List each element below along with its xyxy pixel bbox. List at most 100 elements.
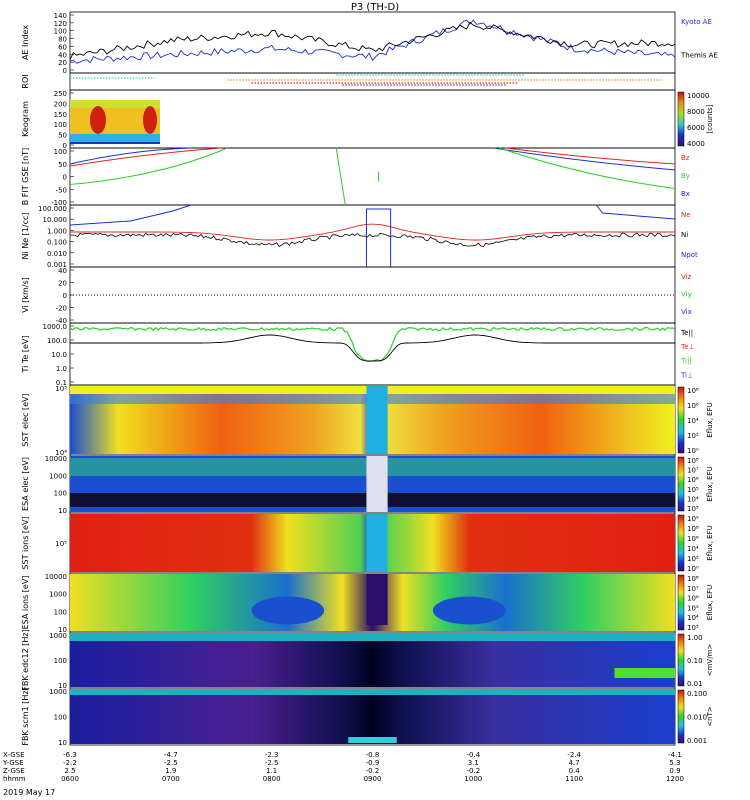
keogram-blob [90,106,106,134]
colorbar-tick-esai: 10⁷ [687,585,699,593]
panel-v: Vi [km/s] 40 20 0 -20 -40 Viz Viy Vix [21,266,692,325]
b-tick-label: -100 [51,199,67,207]
axis-row-value: -2.3 [265,751,279,759]
axis-row-value: 0.9 [669,767,680,775]
colorbar-tick-esai: 10⁸ [687,575,699,583]
colorbar-tick-esai: 10⁴ [687,614,699,622]
plot-title: P3 (TH-D) [351,2,399,13]
keogram-band-bottom [70,134,160,144]
colorbar-tick-keo: 8000 [687,108,705,116]
bz-line [69,147,222,167]
sste-tick-label: 10⁵ [55,385,67,393]
fbke-tick-label: 10 [58,682,67,690]
ne-line [70,223,675,241]
ae-tick-label: 60 [58,43,67,51]
npot-spike [365,208,392,267]
panel-roi: ROI [21,72,676,91]
colorbar-tick-sste: 10⁰ [687,447,699,455]
n-tick-label: 0.001 [47,261,67,269]
t-tick-label: 100.0 [47,337,67,345]
axis-row-name: Z-GSE [3,767,25,775]
axis-row-value: 1000 [464,775,482,783]
sste-tick-label: 10⁴ [55,449,67,457]
colorbar-tick-ssti: 10⁴ [687,545,699,553]
colorbar-label-fbke: <mV/m> [706,644,714,677]
bx-line [69,147,192,165]
colorbar-tick-esai: 10³ [687,624,699,632]
t-legend-0: Te|| [680,329,693,337]
n-tick-label: 0.100 [47,239,67,247]
colorbar-label-sste: Eflux, EFU [706,402,714,437]
colorbar-tick-esae: 10⁴ [687,495,699,503]
ae-series-1 [69,21,676,60]
keo-tick-label: 200 [54,100,67,108]
axis-row-value: -0.2 [466,767,480,775]
colorbar-fbke [677,633,685,687]
bz-line-2 [505,147,676,165]
fbkb-spectrogram [70,689,675,744]
fbkb-tick-label: 1000 [49,688,67,696]
n-tick-label: 100.000 [38,205,67,213]
by-spike [335,147,346,206]
npot-line [69,204,192,226]
v-legend-1: Viy [681,291,692,299]
colorbar-tick-esae: 10⁵ [687,486,699,494]
fbke-tick-label: 100 [54,657,67,665]
v-legend-2: Vix [681,308,692,316]
colorbar-sste [677,386,685,454]
n-tick-label: 1.000 [47,227,67,235]
b-legend-0: Bz [681,154,690,162]
keo-frame [69,89,676,149]
v-tick-label: 40 [58,267,67,275]
ae-ylabel: AE Index [21,25,30,60]
v-legend-0: Viz [681,273,692,281]
ae-tick-label: 0 [63,67,67,75]
date-label: 2019 May 17 [3,788,55,797]
esai-ylabel: ESA ions [eV] [21,576,30,630]
axis-row-value: 3.1 [468,759,479,767]
keo-tick-label: 100 [54,121,67,129]
axis-row-value: -2.5 [164,759,178,767]
colorbar-tick-sste: 10⁶ [687,402,699,410]
keogram-band-top [70,100,160,108]
colorbar-tick-fbkb: 0.100 [687,690,707,698]
colorbar-label-esae: Eflux, EFU [706,466,714,501]
fbke-tick-label: 1000 [49,632,67,640]
esae-tick-label: 1000 [49,472,67,480]
axis-row-value: 2.5 [64,767,75,775]
colorbar-tick-keo: 6000 [687,124,705,132]
npot-line-2 [595,204,676,220]
panel-n: Ni Ne [1/cc] 100.000 10.000 1.000 0.100 0.010… [21,204,698,269]
t-tick-label: 0.1 [56,379,67,387]
ni-line [69,232,676,248]
axis-row-value: 4.7 [569,759,580,767]
n-tick-label: 10.000 [43,216,68,224]
ephemeris-axis: X-GSE -6.3 -4.7 -2.3 -0.8 -0.4 -2.4 -4.1 Y-GSE -2… [2,751,684,783]
keo-tick-label: 250 [54,90,67,98]
esae-center-stripe [366,456,388,512]
axis-row-value: 0900 [364,775,382,783]
ae-legend-1: Themis AE [680,52,718,60]
ae-frame [69,11,676,74]
ssti-center-stripe [366,514,388,572]
colorbar-label-fbkb: <nT> [706,706,714,727]
colorbar-tick-ssti: 10⁹ [687,515,699,523]
v-tick-label: 0 [63,292,67,300]
t-ylabel: Ti Te [eV] [21,335,30,373]
axis-row-value: -2.4 [567,751,581,759]
ae-tick-label: 140 [54,12,67,20]
keogram-blob [143,106,157,134]
colorbar-tick-esae: 10⁶ [687,476,699,484]
axis-row-value: 0600 [61,775,79,783]
axis-row-value: -6.3 [63,751,77,759]
ae-legend-0: Kyoto AE [681,18,712,26]
colorbar-tick-keo: 10000 [687,92,709,100]
colorbar-esae [677,456,685,512]
ssti-tick-label: 10⁵ [55,540,67,548]
colorbar-fbkb [677,689,685,744]
colorbar-tick-ssti: 10⁸ [687,525,699,533]
b-ylabel: B FIT GSE [nT] [21,148,30,206]
axis-row-value: -4.1 [668,751,682,759]
